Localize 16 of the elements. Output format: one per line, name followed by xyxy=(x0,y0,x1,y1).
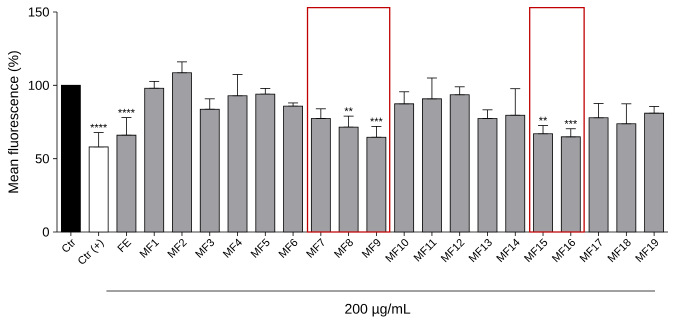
text: 200 µg/mL xyxy=(345,304,410,317)
annotation: **** xyxy=(90,124,108,128)
x-tick-label: Ctr xyxy=(62,239,75,252)
annotation: ** xyxy=(538,116,548,121)
y-tick-label: 150 xyxy=(28,7,49,17)
x-tick-label: FE xyxy=(117,238,132,252)
x-tick-label: MF1 xyxy=(139,239,160,258)
annotation: **** xyxy=(118,108,135,113)
annotation: *** xyxy=(370,118,383,122)
y-tick-label: 100 xyxy=(28,80,49,90)
annotation: *** xyxy=(564,120,578,124)
y-tick-label: 0 xyxy=(42,227,49,237)
y-tick-label: 50 xyxy=(36,154,49,164)
y-axis-title: Mean fluorescence (%) xyxy=(8,51,22,193)
annotation: ** xyxy=(344,107,353,112)
x-tick-label: Ctr (+) xyxy=(78,240,104,264)
